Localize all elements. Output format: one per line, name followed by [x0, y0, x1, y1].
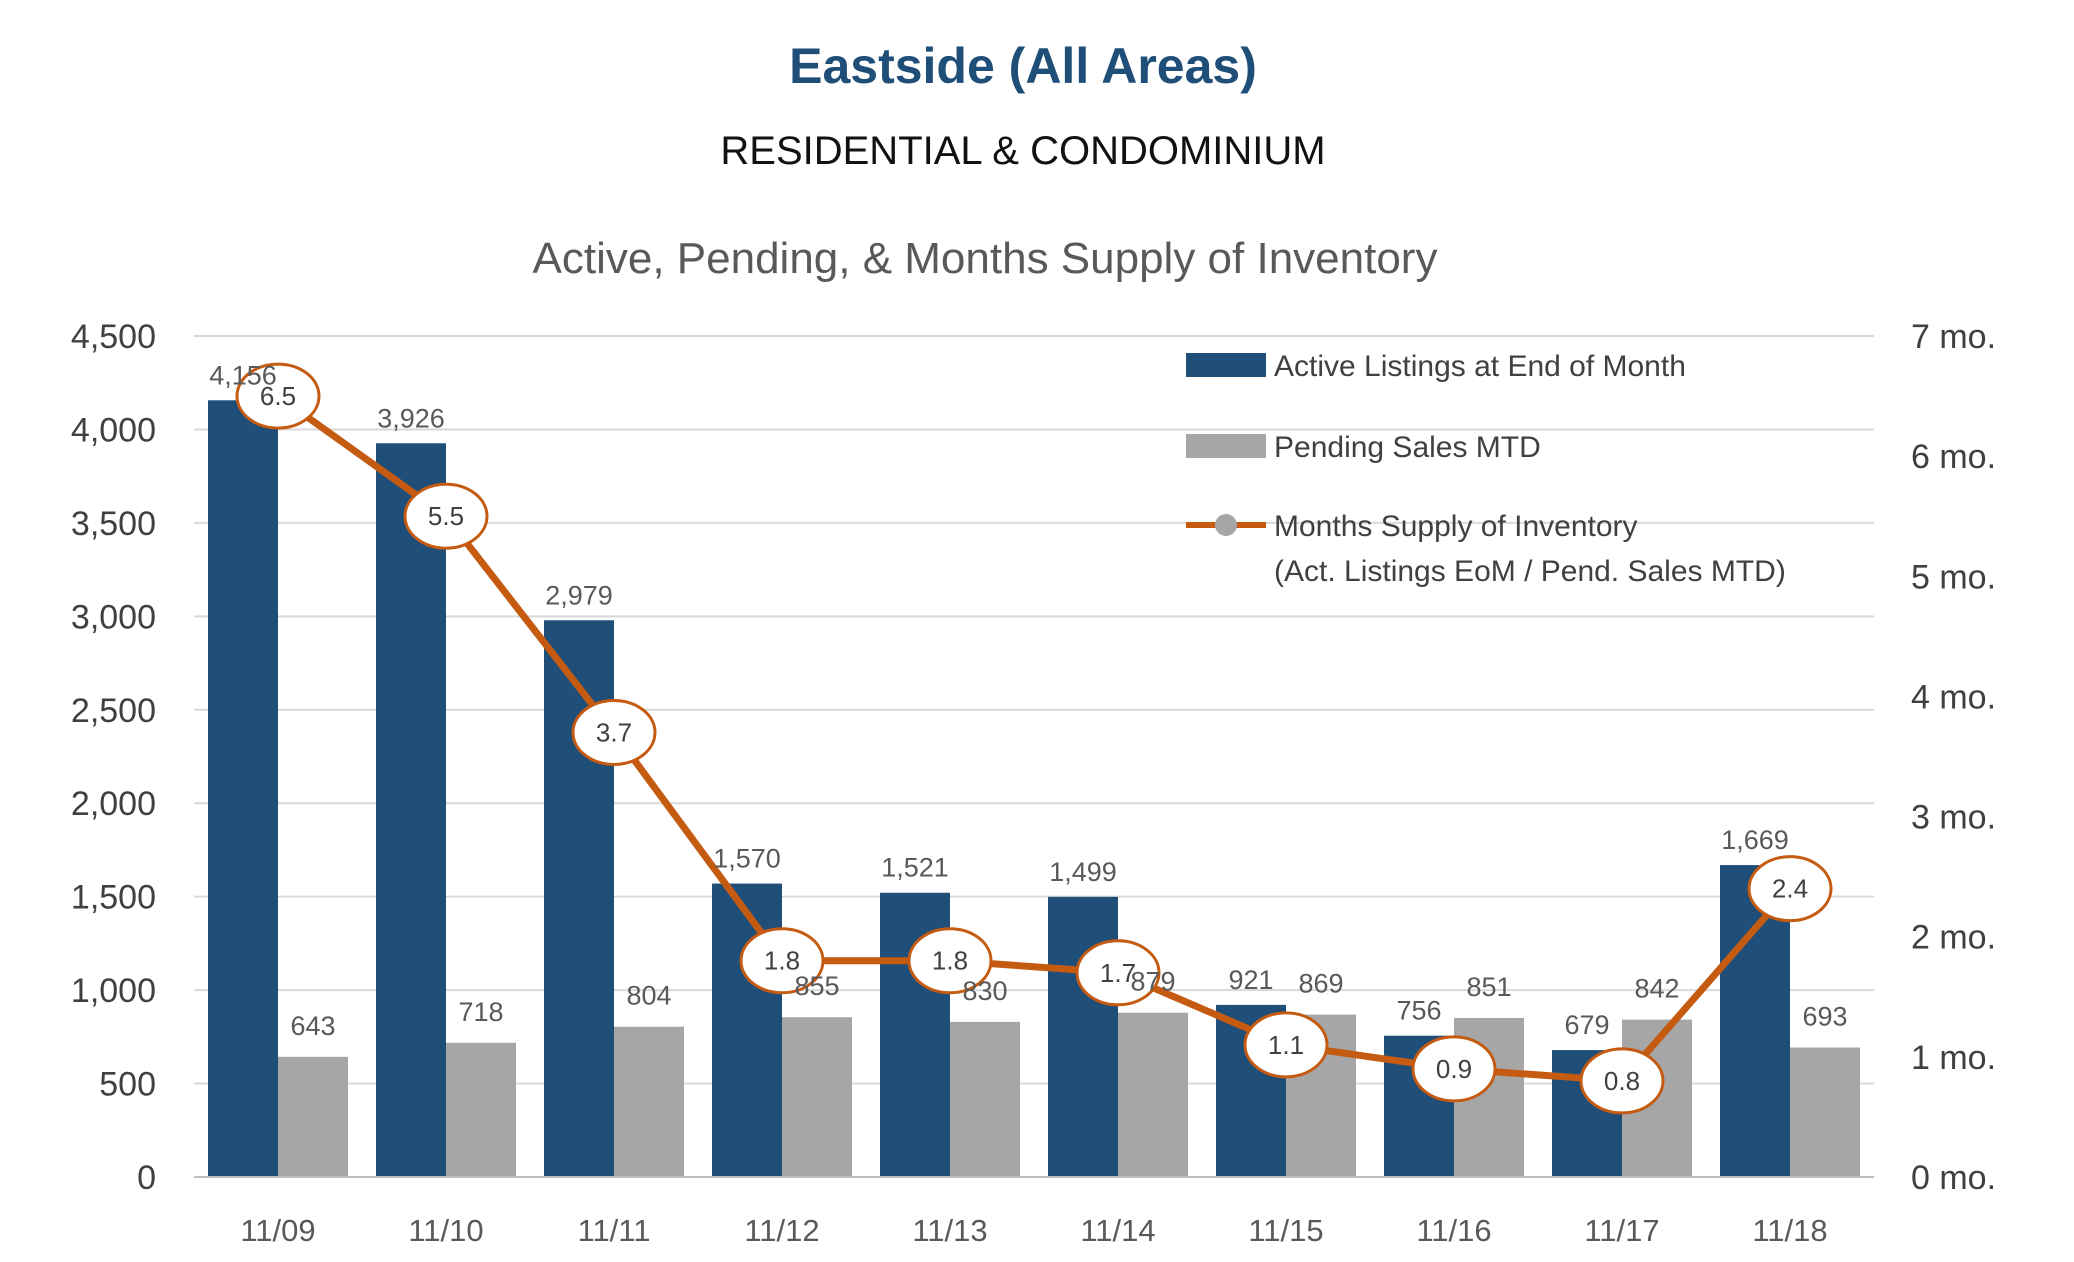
supply-point-bubble	[235, 362, 321, 430]
data-label-supply: 2.4	[1772, 874, 1808, 904]
data-label-pending: 830	[962, 976, 1007, 1006]
bars	[208, 400, 1860, 1177]
data-label-pending: 718	[458, 997, 503, 1027]
y-left-tick-label: 3,000	[71, 598, 156, 636]
axes: 0 500 1,000 1,500 2,000 2,500 3,000 3,500 4,000 4…	[71, 318, 1996, 1248]
supply-line: 6.5 5.5 3.7 1.8 1.8 1.7 1.1 0.9 0.8 2.4	[235, 362, 1833, 1115]
bar-active-listings	[208, 400, 278, 1177]
data-label-pending: 804	[626, 981, 671, 1011]
x-tick-label: 11/18	[1752, 1213, 1827, 1248]
data-label-supply: 1.1	[1268, 1030, 1304, 1060]
legend-label-pending: Pending Sales MTD	[1274, 431, 1541, 464]
supply-point-bubble	[1243, 1011, 1329, 1079]
x-tick-label: 11/10	[408, 1213, 483, 1248]
y-left-tick-label: 1,500	[71, 879, 156, 917]
y-left-tick-label: 4,500	[71, 318, 156, 356]
data-label-pending: 693	[1802, 1001, 1847, 1031]
data-label-active: 1,521	[881, 853, 949, 883]
data-label-supply: 1.7	[1100, 958, 1136, 988]
data-label-active: 4,156	[209, 360, 277, 390]
y-left-tick-label: 500	[99, 1066, 156, 1104]
y-left-tick-label: 1,000	[71, 972, 156, 1010]
legend-swatch-marker	[1215, 514, 1237, 536]
y-right-tick-label: 4 mo.	[1911, 678, 1996, 716]
data-label-supply: 0.9	[1436, 1054, 1472, 1084]
x-tick-label: 11/13	[912, 1213, 987, 1248]
bar-pending-sales	[782, 1017, 852, 1177]
x-tick-label: 11/12	[744, 1213, 819, 1248]
y-left-tick-label: 2,500	[71, 692, 156, 730]
y-right-tick-label: 5 mo.	[1911, 558, 1996, 596]
supply-point-bubble	[1579, 1047, 1665, 1115]
legend-label-active: Active Listings at End of Month	[1274, 350, 1686, 383]
y-right-tick-label: 3 mo.	[1911, 799, 1996, 837]
x-tick-label: 11/14	[1080, 1213, 1155, 1248]
y-right-tick-label: 1 mo.	[1911, 1039, 1996, 1077]
supply-point-bubble	[571, 698, 657, 766]
data-label-supply: 6.5	[260, 381, 296, 411]
data-label-pending: 643	[290, 1011, 335, 1041]
bar-active-listings	[1048, 896, 1118, 1177]
data-label-supply: 3.7	[596, 717, 632, 747]
legend-swatch-pending	[1186, 434, 1266, 458]
x-tick-label: 11/09	[240, 1213, 315, 1248]
data-label-pending: 842	[1634, 974, 1679, 1004]
bar-pending-sales	[278, 1056, 348, 1177]
supply-point-bubble	[1411, 1035, 1497, 1103]
bar-pending-sales	[1790, 1047, 1860, 1177]
y-left-tick-label: 4,000	[71, 411, 156, 449]
supply-point-bubble	[1747, 855, 1833, 923]
supply-line-path	[275, 393, 1793, 1085]
chart-title: Active, Pending, & Months Supply of Inve…	[533, 234, 1438, 283]
bar-active-listings	[712, 883, 782, 1177]
bar-pending-sales	[1118, 1012, 1188, 1177]
data-labels: 4,156 643 3,926 718 2,979 804 1,570 855 1,521 830…	[209, 360, 1847, 1041]
bar-active-listings	[376, 443, 446, 1177]
data-label-active: 2,979	[545, 580, 613, 610]
bar-pending-sales	[446, 1042, 516, 1177]
bar-pending-sales	[614, 1026, 684, 1177]
supply-point-bubble	[1075, 939, 1161, 1007]
data-label-supply: 5.5	[428, 501, 464, 531]
x-tick-label: 11/15	[1248, 1213, 1323, 1248]
y-left-tick-label: 0	[137, 1159, 156, 1197]
data-label-active: 1,570	[713, 844, 781, 874]
y-left-tick-label: 3,500	[71, 505, 156, 543]
y-left-tick-label: 2,000	[71, 785, 156, 823]
data-label-active: 921	[1228, 965, 1273, 995]
x-tick-label: 11/17	[1584, 1213, 1659, 1248]
bar-pending-sales	[950, 1021, 1020, 1177]
data-label-active: 756	[1396, 996, 1441, 1026]
legend-swatch-active	[1186, 353, 1266, 377]
data-label-pending: 879	[1130, 967, 1175, 997]
data-label-active: 679	[1564, 1010, 1609, 1040]
y-right-tick-label: 6 mo.	[1911, 438, 1996, 476]
legend-label-supply: Months Supply of Inventory	[1274, 510, 1638, 543]
page-subtitle: RESIDENTIAL & CONDOMINIUM	[720, 129, 1325, 173]
supply-point-bubble	[739, 927, 825, 995]
data-label-supply: 0.8	[1604, 1066, 1640, 1096]
data-label-pending: 869	[1298, 969, 1343, 999]
y-right-tick-label: 7 mo.	[1911, 318, 1996, 356]
data-label-supply: 1.8	[932, 946, 968, 976]
supply-point-bubble	[403, 482, 489, 550]
page-title: Eastside (All Areas)	[789, 38, 1257, 94]
data-label-active: 1,499	[1049, 857, 1117, 887]
data-label-supply: 1.8	[764, 946, 800, 976]
data-label-active: 1,669	[1721, 825, 1789, 855]
y-right-tick-label: 2 mo.	[1911, 919, 1996, 957]
supply-point-bubble	[907, 927, 993, 995]
y-right-tick-label: 0 mo.	[1911, 1159, 1996, 1197]
data-label-pending: 855	[794, 971, 839, 1001]
data-label-pending: 851	[1466, 972, 1511, 1002]
legend-label-supply-formula: (Act. Listings EoM / Pend. Sales MTD)	[1274, 555, 1786, 588]
legend: Active Listings at End of Month Pending …	[1186, 350, 1786, 588]
data-label-active: 3,926	[377, 403, 445, 433]
x-tick-label: 11/11	[578, 1213, 651, 1248]
x-tick-label: 11/16	[1416, 1213, 1491, 1248]
